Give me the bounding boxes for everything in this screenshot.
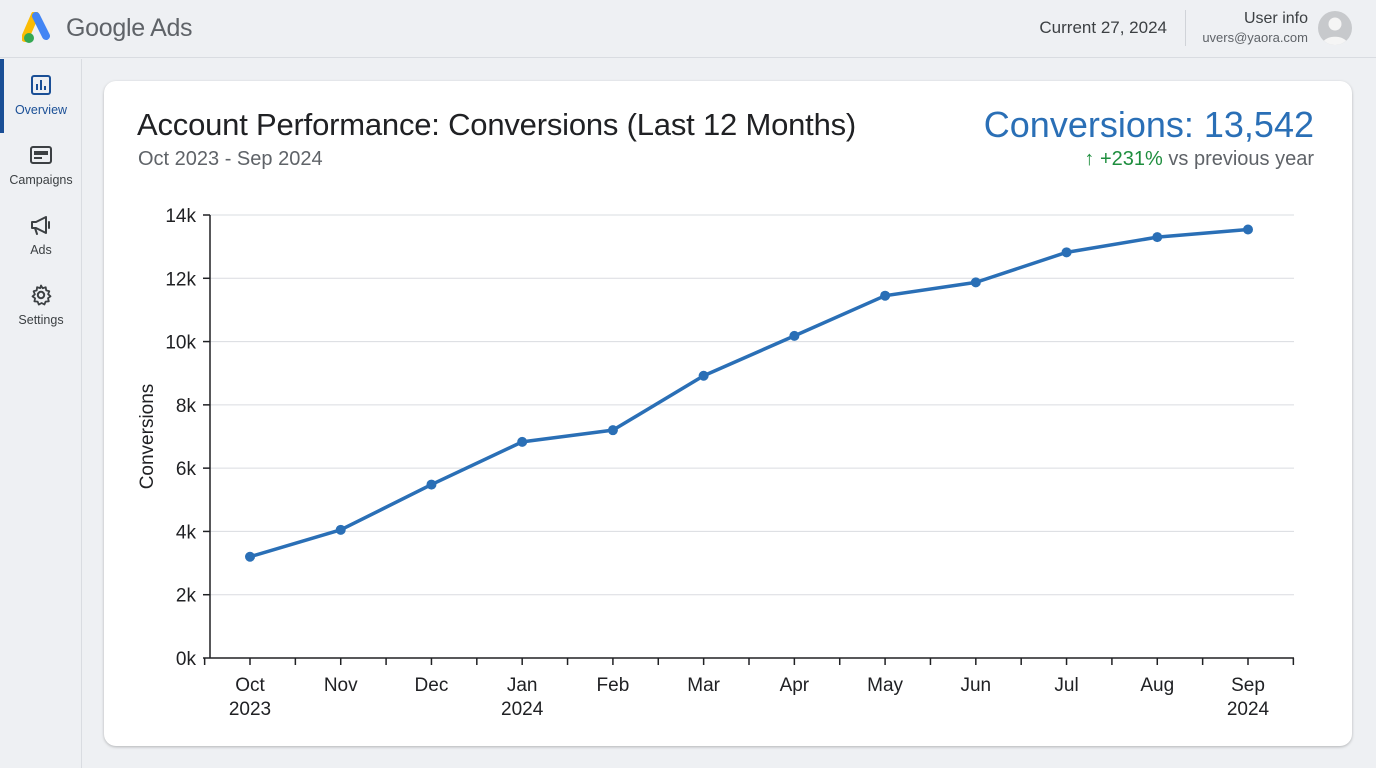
data-point[interactable] xyxy=(245,551,255,562)
y-tick-label: 6k xyxy=(176,459,197,480)
x-tick-label: 2024 xyxy=(1227,699,1270,720)
gear-icon xyxy=(31,284,52,306)
x-tick-label: 2024 xyxy=(501,699,544,720)
data-point[interactable] xyxy=(880,290,891,301)
data-point[interactable] xyxy=(698,370,709,381)
x-tick-label: Sep xyxy=(1231,675,1265,696)
conversions-change: ↑ +231% vs previous year xyxy=(1084,148,1314,171)
conversions-line-chart: Conversions 0k 2k 4k 6k 8k 10k 12k 14k Oct 2023 No… xyxy=(137,206,1295,720)
x-tick-label: Dec xyxy=(415,675,449,696)
data-point[interactable] xyxy=(789,330,800,341)
arrow-up-icon: ↑ xyxy=(1084,148,1095,170)
bar-chart-icon xyxy=(31,75,51,95)
x-tick-label: Mar xyxy=(687,675,720,696)
x-tick-label: Jul xyxy=(1054,675,1078,696)
user-avatar-icon xyxy=(1322,17,1348,45)
data-point[interactable] xyxy=(970,277,981,288)
data-point[interactable] xyxy=(607,425,618,436)
data-point[interactable] xyxy=(1061,247,1072,258)
user-name[interactable]: User info xyxy=(1243,10,1308,27)
sidebar-item-ads[interactable]: Ads xyxy=(0,199,82,269)
x-tick-label: 2023 xyxy=(229,699,271,720)
sidebar: Overview Campaigns Ads Settings xyxy=(0,59,82,768)
change-value: +231% xyxy=(1099,148,1163,170)
x-tick-label: Jun xyxy=(960,675,991,696)
x-tick-label: May xyxy=(867,675,903,696)
x-tick-label: Jan xyxy=(507,675,538,696)
change-text: vs previous year xyxy=(1162,148,1314,170)
data-point[interactable] xyxy=(426,479,437,490)
sidebar-item-label: Settings xyxy=(18,313,64,327)
sidebar-item-label: Overview xyxy=(14,103,68,117)
sidebar-item-overview[interactable]: Overview xyxy=(0,59,82,133)
y-tick-label: 10k xyxy=(165,333,196,354)
google-ads-logo-icon[interactable] xyxy=(22,12,56,44)
conversions-total: Conversions: 13,542 xyxy=(983,104,1314,145)
top-bar: Google Ads Current 27, 2024 User info uv… xyxy=(0,0,1376,58)
y-tick-label: 14k xyxy=(165,206,196,227)
data-point[interactable] xyxy=(335,524,346,535)
x-tick-label: Feb xyxy=(597,675,630,696)
x-tick-label: Aug xyxy=(1140,675,1174,696)
series-line xyxy=(248,227,1250,559)
y-tick-label: 2k xyxy=(176,586,197,607)
x-tick-label: Apr xyxy=(780,675,810,696)
y-tick-label: 0k xyxy=(176,649,197,670)
y-tick-label: 12k xyxy=(165,269,196,290)
current-date: Current 27, 2024 xyxy=(1039,18,1167,37)
x-tick-label: Nov xyxy=(324,675,358,696)
header-divider xyxy=(1185,10,1186,46)
date-range: Oct 2023 - Sep 2024 xyxy=(138,148,323,170)
x-tick-label: Oct xyxy=(235,675,265,696)
performance-card: Conversions 0k 2k 4k 6k 8k 10k 12k 14k Oct 2023 No… xyxy=(104,81,1352,746)
sidebar-item-settings[interactable]: Settings xyxy=(0,269,82,339)
avatar[interactable] xyxy=(1318,11,1352,45)
user-email: uvers@yaora.com xyxy=(1202,30,1308,45)
megaphone-icon xyxy=(31,216,50,235)
chart-title: Account Performance: Conversions (Last 1… xyxy=(137,107,857,142)
y-tick-label: 4k xyxy=(176,522,197,543)
product-name: Google Ads xyxy=(66,14,193,42)
data-point[interactable] xyxy=(1152,232,1163,243)
sidebar-item-label: Ads xyxy=(30,243,52,257)
y-axis-title: Conversions xyxy=(137,384,158,490)
y-tick-label: 8k xyxy=(176,396,197,417)
campaign-icon xyxy=(30,146,52,164)
data-point[interactable] xyxy=(1243,224,1253,235)
sidebar-item-label: Campaigns xyxy=(9,173,73,187)
sidebar-item-campaigns[interactable]: Campaigns xyxy=(0,129,82,199)
data-point[interactable] xyxy=(517,436,528,447)
